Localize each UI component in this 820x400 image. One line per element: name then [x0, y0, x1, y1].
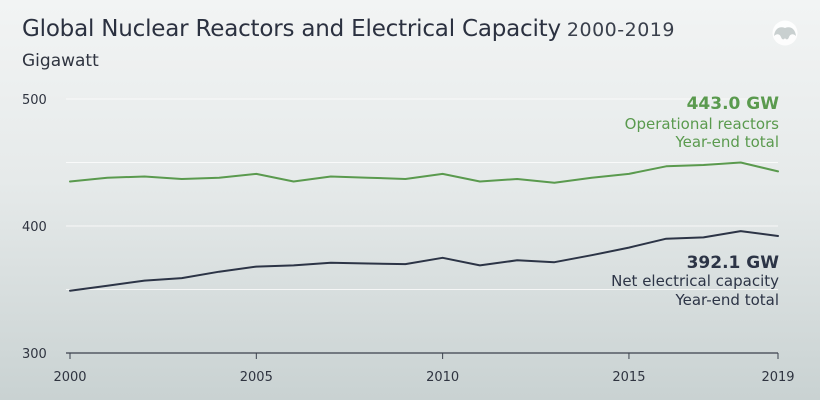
- x-tick-label: 2010: [426, 370, 459, 385]
- operational-series-note: Year-end total: [674, 133, 779, 151]
- net-value-label: 392.1 GW: [687, 253, 780, 273]
- x-tick-label: 2005: [240, 370, 273, 385]
- y-tick-label: 300: [22, 347, 47, 362]
- operational-series-line: [69, 161, 779, 184]
- net-series-label: Net electrical capacity: [611, 272, 779, 290]
- y-tick-label: 400: [22, 220, 47, 235]
- year-range: 2000-2019: [566, 19, 675, 41]
- y-tick-label: 500: [22, 93, 47, 108]
- x-tick-label: 2000: [53, 370, 86, 385]
- chart-title: Global Nuclear Reactors and Electrical C…: [22, 16, 561, 42]
- operational-series-label: Operational reactors: [625, 115, 780, 133]
- title-row: Global Nuclear Reactors and Electrical C…: [22, 16, 675, 42]
- unit-subtitle: Gigawatt: [22, 51, 99, 71]
- net-series-line: [69, 230, 779, 292]
- elephant-logo-icon: [768, 20, 802, 50]
- x-tick-label: 2019: [761, 370, 794, 385]
- x-tick-label: 2015: [612, 370, 645, 385]
- operational-value-label: 443.0 GW: [687, 94, 780, 114]
- net-series-note: Year-end total: [674, 291, 779, 309]
